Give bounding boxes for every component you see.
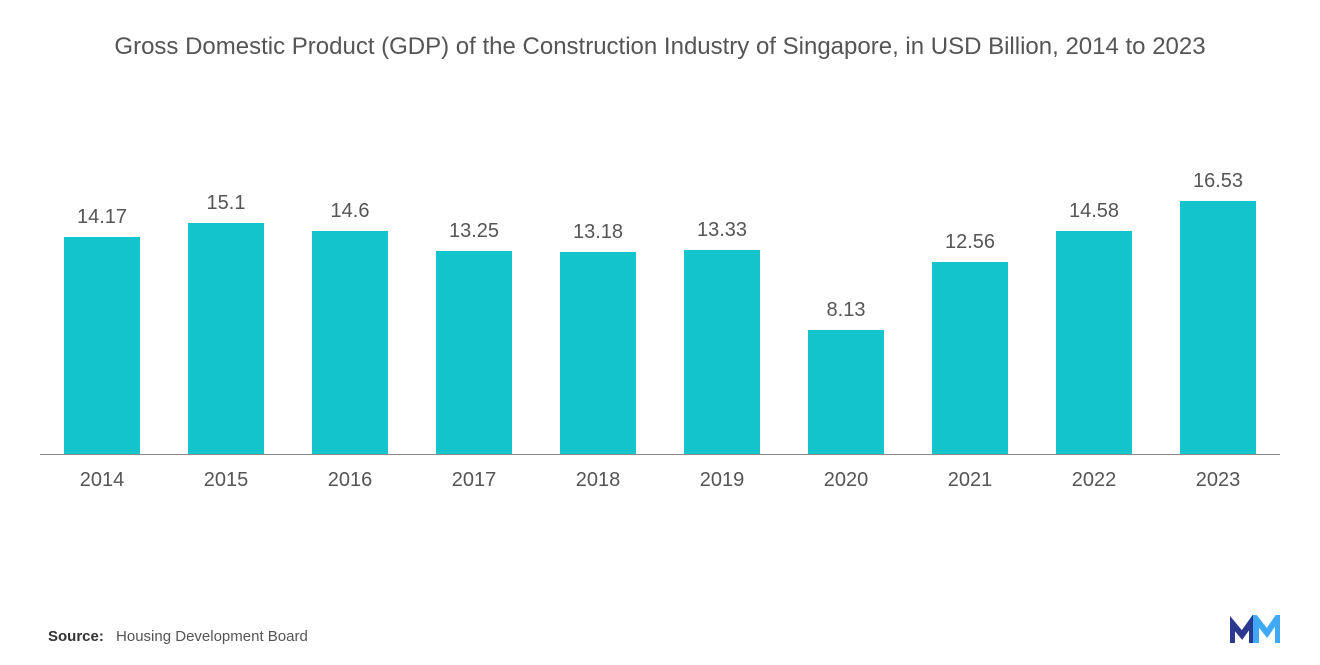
bar-value-label: 15.1 bbox=[207, 192, 246, 215]
bars-row: 14.17 15.1 14.6 13.25 13.18 13.33 8.13 12.56 14.… bbox=[40, 154, 1280, 454]
bar-rect bbox=[684, 250, 760, 454]
bar-value-label: 13.33 bbox=[697, 219, 747, 242]
bar-slot: 12.56 bbox=[908, 154, 1032, 454]
bar-slot: 13.33 bbox=[660, 154, 784, 454]
chart-footer: Source: Housing Development Board bbox=[48, 615, 1280, 645]
bar-rect bbox=[188, 223, 264, 454]
brand-logo-icon bbox=[1230, 615, 1280, 645]
plot-area: 14.17 15.1 14.6 13.25 13.18 13.33 8.13 12.56 14.… bbox=[40, 154, 1280, 454]
x-axis-label: 2021 bbox=[908, 469, 1032, 492]
bar-rect bbox=[312, 231, 388, 454]
bar-rect bbox=[808, 330, 884, 454]
bar-rect bbox=[1056, 231, 1132, 454]
bar-value-label: 13.25 bbox=[449, 220, 499, 243]
x-axis-label: 2020 bbox=[784, 469, 908, 492]
bar-rect bbox=[932, 262, 1008, 454]
bar-value-label: 16.53 bbox=[1193, 170, 1243, 193]
bar-slot: 14.17 bbox=[40, 154, 164, 454]
bar-value-label: 14.6 bbox=[331, 200, 370, 223]
x-axis-label: 2017 bbox=[412, 469, 536, 492]
bar-chart-container: Gross Domestic Product (GDP) of the Cons… bbox=[0, 0, 1320, 665]
brand-logo bbox=[1230, 615, 1280, 645]
bar-slot: 13.18 bbox=[536, 154, 660, 454]
source-attribution: Source: Housing Development Board bbox=[48, 628, 308, 645]
bar-slot: 16.53 bbox=[1156, 154, 1280, 454]
bar-rect bbox=[436, 251, 512, 454]
x-axis-labels: 2014201520162017201820192020202120222023 bbox=[40, 469, 1280, 492]
bar-value-label: 12.56 bbox=[945, 231, 995, 254]
x-axis-label: 2016 bbox=[288, 469, 412, 492]
bar-value-label: 13.18 bbox=[573, 221, 623, 244]
bar-value-label: 14.17 bbox=[77, 206, 127, 229]
bar-slot: 14.6 bbox=[288, 154, 412, 454]
x-axis-label: 2023 bbox=[1156, 469, 1280, 492]
axis-baseline bbox=[40, 454, 1280, 455]
x-axis-label: 2015 bbox=[164, 469, 288, 492]
bar-slot: 15.1 bbox=[164, 154, 288, 454]
x-axis-label: 2022 bbox=[1032, 469, 1156, 492]
bar-rect bbox=[1180, 201, 1256, 454]
bar-rect bbox=[64, 237, 140, 454]
bar-slot: 13.25 bbox=[412, 154, 536, 454]
chart-title: Gross Domestic Product (GDP) of the Cons… bbox=[110, 30, 1210, 64]
bar-value-label: 14.58 bbox=[1069, 200, 1119, 223]
source-label: Source: bbox=[48, 628, 104, 645]
bar-slot: 8.13 bbox=[784, 154, 908, 454]
bar-value-label: 8.13 bbox=[827, 299, 866, 322]
source-text: Housing Development Board bbox=[116, 628, 308, 645]
x-axis-label: 2014 bbox=[40, 469, 164, 492]
bar-slot: 14.58 bbox=[1032, 154, 1156, 454]
bar-rect bbox=[560, 252, 636, 454]
x-axis-label: 2018 bbox=[536, 469, 660, 492]
x-axis-label: 2019 bbox=[660, 469, 784, 492]
